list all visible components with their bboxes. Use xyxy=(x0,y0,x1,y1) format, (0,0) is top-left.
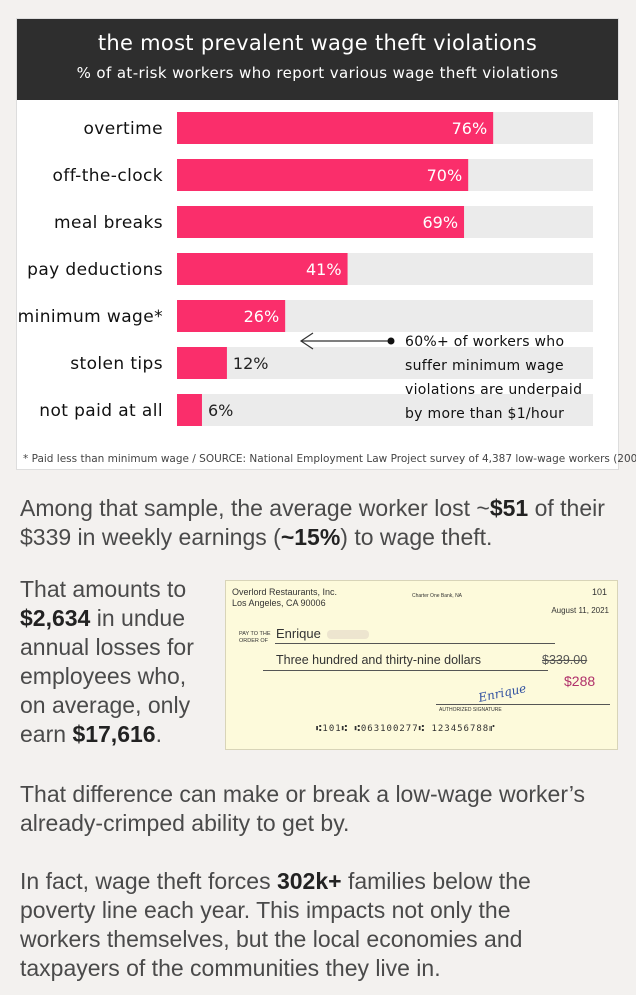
p2-text-e: . xyxy=(155,721,162,747)
category-label: meal breaks xyxy=(54,213,163,233)
p1-text-e: ) to wage theft. xyxy=(340,524,493,550)
p1-bold-weekly-loss: $51 xyxy=(489,495,529,521)
category-label: off-the-clock xyxy=(53,166,163,186)
paragraph-annual-loss: That amounts to $2,634 in undue annual l… xyxy=(20,575,218,749)
annotation-line-4: by more than $1/hour xyxy=(405,406,564,422)
p2-bold-earnings: $17,616 xyxy=(72,721,156,747)
value-label: 12% xyxy=(233,354,269,373)
check-number: 101 xyxy=(591,587,607,597)
bar xyxy=(177,394,202,426)
category-label: minimum wage* xyxy=(18,307,163,327)
annotation-line-2: suffer minimum wage xyxy=(405,358,564,374)
paragraph-difference: That difference can make or break a low-… xyxy=(20,781,586,836)
bar-chart: overtime 76% off-the-clock 70% meal breaks 69… xyxy=(18,112,593,426)
check-amount-words: Three hundred and thirty-nine dollars xyxy=(276,653,481,667)
check-signature: Enrique xyxy=(477,681,528,705)
bar xyxy=(177,300,286,332)
chart-card: the most prevalent wage theft violations… xyxy=(16,18,636,470)
check-city: Los Angeles, CA 90006 xyxy=(232,598,326,608)
value-label: 70% xyxy=(427,166,463,185)
bar-track xyxy=(177,394,593,426)
bar xyxy=(177,253,348,285)
category-label: not paid at all xyxy=(39,401,163,421)
category-label: pay deductions xyxy=(27,260,163,280)
chart-footnote: * Paid less than minimum wage / SOURCE: … xyxy=(23,453,636,465)
payee-surname-redacted xyxy=(327,630,369,639)
p1-bold-percent: ~15% xyxy=(280,524,341,550)
value-label: 69% xyxy=(422,213,458,232)
annotation-dot xyxy=(387,337,395,345)
check-pay-to-label: PAY TO THE ORDER OF xyxy=(239,631,271,645)
p2-text-a: That amounts to xyxy=(20,576,187,602)
bar xyxy=(177,112,494,144)
p2-bold-annual-loss: $2,634 xyxy=(20,605,91,631)
p4-text-a: In fact, wage theft forces xyxy=(20,868,277,894)
check-amount-actual: $288 xyxy=(564,673,596,689)
paycheck-illustration: Overlord Restaurants, Inc. Los Angeles, … xyxy=(225,580,618,750)
chart-title: the most prevalent wage theft violations xyxy=(97,31,538,55)
check-company: Overlord Restaurants, Inc. xyxy=(232,587,338,597)
paragraph-poverty: In fact, wage theft forces 302k+ familie… xyxy=(20,867,595,983)
amount-words-line xyxy=(263,670,548,671)
value-label: 26% xyxy=(244,307,280,326)
category-label: stolen tips xyxy=(70,354,163,374)
check-signature-label: AUTHORIZED SIGNATURE xyxy=(439,707,502,713)
check-payee: Enrique xyxy=(276,626,321,641)
bar xyxy=(177,159,469,191)
value-label: 76% xyxy=(452,119,488,138)
bar-track xyxy=(177,347,593,379)
annotation-line-3: violations are underpaid xyxy=(405,382,582,398)
payee-line xyxy=(275,643,555,644)
p2-text-c: in undue annual losses for employees who… xyxy=(20,605,194,747)
annotation-arrow-icon xyxy=(299,332,314,350)
category-label: overtime xyxy=(83,119,163,139)
p1-text-a: Among that sample, the average worker lo… xyxy=(20,495,490,521)
p4-text-c: families below the poverty line each yea… xyxy=(20,868,531,981)
p4-bold-families: 302k+ xyxy=(276,868,342,894)
value-label: 41% xyxy=(306,260,342,279)
paragraph-weekly-loss: Among that sample, the average worker lo… xyxy=(20,494,620,552)
check-date: August 11, 2021 xyxy=(551,606,609,615)
check-amount-original: $339.00 xyxy=(542,653,588,667)
bar xyxy=(177,206,465,238)
annotation-line-1: 60%+ of workers who xyxy=(405,334,564,350)
signature-line xyxy=(436,704,610,705)
check-bank: Charter One Bank, NA xyxy=(412,593,463,599)
check-micr-line: ⑆101⑆ ⑆063100277⑆ 123456788⑈ xyxy=(316,724,496,734)
chart-annotation: 60%+ of workers who suffer minimum wage … xyxy=(299,332,582,422)
bar xyxy=(177,347,227,379)
value-label: 6% xyxy=(208,401,233,420)
p1-text-c: of their $339 in weekly earnings ( xyxy=(20,495,605,550)
pay-to-label-2: ORDER OF xyxy=(239,638,269,644)
pay-to-label-1: PAY TO THE xyxy=(239,631,271,637)
chart-header: the most prevalent wage theft violations… xyxy=(17,19,618,100)
chart-subtitle: % of at-risk workers who report various … xyxy=(76,64,559,82)
